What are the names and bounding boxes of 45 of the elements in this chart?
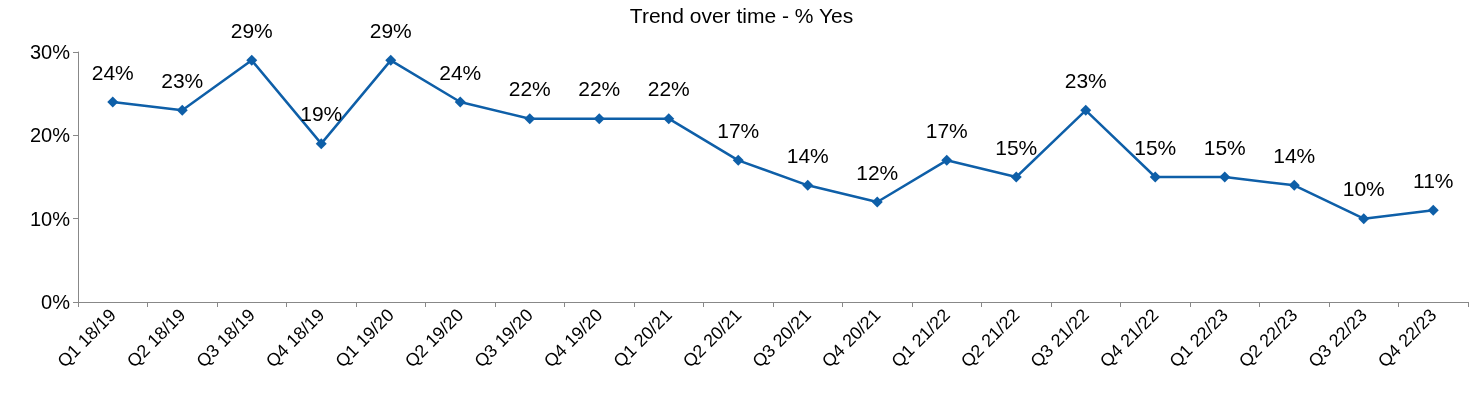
data-label: 15% — [995, 135, 1038, 159]
point — [315, 138, 327, 150]
point — [593, 113, 605, 125]
data-label: 11% — [1413, 168, 1454, 192]
data-label: 10% — [1342, 177, 1385, 201]
y-tick-label: 30% — [29, 41, 71, 63]
data-label: 15% — [1134, 135, 1177, 159]
y-tick-label: 10% — [29, 207, 71, 230]
point — [176, 104, 188, 116]
point — [246, 54, 258, 66]
point — [1149, 171, 1161, 183]
data-label: 24% — [91, 60, 134, 84]
point — [524, 113, 536, 125]
data-label: 22% — [508, 77, 551, 101]
point — [1358, 213, 1370, 225]
data-label: 24% — [439, 60, 482, 84]
point — [802, 179, 814, 191]
data-label: 29% — [230, 18, 273, 42]
point — [663, 113, 675, 125]
data-label: 14% — [786, 143, 829, 167]
point — [732, 154, 744, 166]
point — [1010, 171, 1022, 183]
data-label: 23% — [1064, 68, 1107, 92]
point — [454, 96, 466, 108]
point — [107, 96, 119, 108]
y-tick-label: 0% — [41, 291, 71, 313]
data-label: 23% — [161, 68, 204, 92]
data-label: 17% — [925, 118, 968, 142]
chart-title: Trend over time - % Yes — [629, 4, 854, 27]
data-label: 14% — [1273, 143, 1316, 167]
data-label: 17% — [717, 118, 760, 142]
point — [1288, 179, 1300, 191]
y-tick-label: 20% — [29, 124, 71, 147]
data-label: 15% — [1203, 135, 1246, 159]
point — [871, 196, 883, 208]
data-label: 19% — [300, 102, 343, 126]
data-label: 22% — [578, 77, 621, 101]
data-label: 22% — [647, 77, 690, 101]
point — [1427, 204, 1439, 216]
point — [1219, 171, 1231, 183]
point — [385, 54, 397, 66]
point — [941, 154, 953, 166]
data-label: 29% — [369, 18, 412, 42]
data-label: 12% — [856, 160, 899, 184]
point — [1080, 104, 1092, 116]
